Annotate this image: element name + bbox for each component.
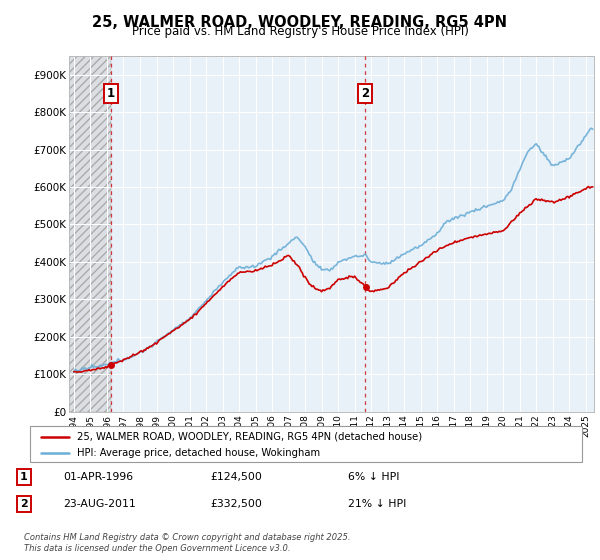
- Text: 25, WALMER ROAD, WOODLEY, READING, RG5 4PN (detached house): 25, WALMER ROAD, WOODLEY, READING, RG5 4…: [77, 432, 422, 441]
- Text: 25, WALMER ROAD, WOODLEY, READING, RG5 4PN: 25, WALMER ROAD, WOODLEY, READING, RG5 4…: [92, 15, 508, 30]
- Text: £124,500: £124,500: [210, 472, 262, 482]
- Text: 2: 2: [20, 499, 28, 509]
- Text: 6% ↓ HPI: 6% ↓ HPI: [348, 472, 400, 482]
- Text: 21% ↓ HPI: 21% ↓ HPI: [348, 499, 406, 509]
- Text: 2: 2: [361, 87, 370, 100]
- Text: £332,500: £332,500: [210, 499, 262, 509]
- Text: HPI: Average price, detached house, Wokingham: HPI: Average price, detached house, Woki…: [77, 448, 320, 458]
- Text: 23-AUG-2011: 23-AUG-2011: [63, 499, 136, 509]
- FancyBboxPatch shape: [30, 426, 582, 462]
- Bar: [65, 56, 111, 412]
- Text: 01-APR-1996: 01-APR-1996: [63, 472, 133, 482]
- Text: 1: 1: [107, 87, 115, 100]
- Text: 1: 1: [20, 472, 28, 482]
- Bar: [65, 56, 111, 412]
- Text: Contains HM Land Registry data © Crown copyright and database right 2025.
This d: Contains HM Land Registry data © Crown c…: [24, 533, 350, 553]
- Text: Price paid vs. HM Land Registry's House Price Index (HPI): Price paid vs. HM Land Registry's House …: [131, 25, 469, 38]
